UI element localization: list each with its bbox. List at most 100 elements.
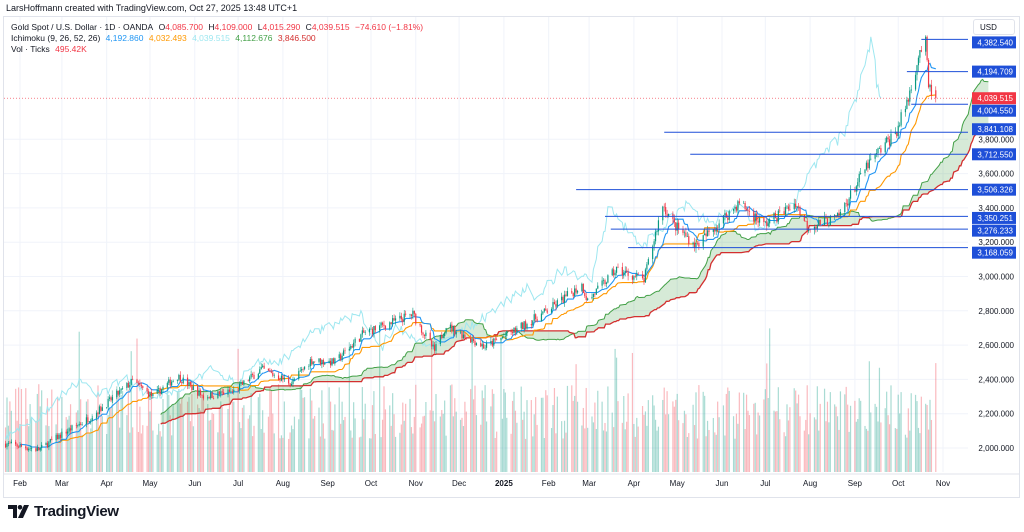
volume-bar <box>363 419 365 472</box>
candle-body <box>836 212 839 216</box>
volume-bar <box>142 425 144 472</box>
volume-bar <box>273 433 275 472</box>
volume-bar <box>420 423 423 472</box>
volume-bar <box>108 407 111 472</box>
candle-body <box>574 288 576 297</box>
candle-body <box>301 369 303 371</box>
candle-body <box>210 392 212 399</box>
volume-bar <box>149 411 151 472</box>
candle-body <box>725 213 727 218</box>
volume-bar <box>464 401 466 472</box>
candle-body <box>459 331 462 333</box>
volume-bar <box>535 397 537 472</box>
volume-bar <box>787 420 790 472</box>
volume-bar <box>847 404 849 472</box>
volume-bar <box>860 400 862 472</box>
level-price-label: 3,168.059 <box>977 249 1013 258</box>
candle-body <box>146 387 148 392</box>
volume-bar <box>241 407 244 472</box>
candle-body <box>526 324 528 329</box>
volume-bar <box>454 398 456 472</box>
volume-bar <box>614 348 616 472</box>
volume-bar <box>470 389 472 472</box>
candle-body <box>696 242 699 244</box>
volume-bar <box>137 431 140 472</box>
volume-bar <box>353 402 355 472</box>
volume-bar <box>686 436 688 472</box>
volume-bar <box>930 419 933 472</box>
candle-body <box>874 154 876 159</box>
volume-legend[interactable]: Vol · Ticks 495.42K <box>11 44 426 55</box>
candle-body <box>886 137 888 143</box>
symbol-legend[interactable]: Gold Spot / U.S. Dollar · 1D · OANDA O4,… <box>11 22 426 33</box>
candle-body <box>269 370 271 372</box>
candle-body <box>747 209 749 212</box>
volume-bar <box>678 420 680 472</box>
volume-bar <box>880 422 882 472</box>
candle-body <box>260 366 262 370</box>
volume-bar <box>85 401 88 472</box>
close-value: 4,039.515 <box>311 22 350 32</box>
candle-body <box>208 397 210 399</box>
candle-body <box>605 282 608 285</box>
volume-bar <box>220 401 222 472</box>
volume-bar <box>237 348 239 472</box>
candle-body <box>318 358 320 362</box>
candle-body <box>328 360 330 364</box>
volume-bar <box>546 395 548 472</box>
currency-button[interactable]: USD <box>973 19 1015 35</box>
volume-bar <box>238 422 241 472</box>
volume-bar <box>839 391 842 472</box>
volume-bar <box>797 394 800 472</box>
volume-bar <box>574 395 576 472</box>
volume-bar <box>29 404 31 472</box>
candle-body <box>484 347 486 349</box>
candle-body <box>522 322 524 330</box>
volume-bar <box>581 425 583 472</box>
candle-body <box>575 288 577 293</box>
candle-body <box>556 300 558 307</box>
volume-bar <box>617 401 619 472</box>
tradingview-logo[interactable]: TradingView <box>8 503 119 520</box>
candle-body <box>623 272 625 276</box>
volume-bar <box>182 413 184 472</box>
candle-body <box>734 207 736 209</box>
candle-body <box>688 236 690 245</box>
candle-body <box>626 270 628 272</box>
candle-body <box>58 434 60 440</box>
level-price-label: 3,712.550 <box>977 150 1013 159</box>
candle-body <box>189 382 192 385</box>
candle-body <box>384 326 387 329</box>
volume-bar <box>371 405 374 472</box>
volume-bar <box>571 385 573 472</box>
candle-body <box>126 383 128 389</box>
candle-body <box>179 374 181 383</box>
candle-body <box>754 213 756 222</box>
volume-bar <box>900 392 902 472</box>
candle-body <box>140 384 142 387</box>
candle-body <box>98 406 101 415</box>
volume-bar <box>808 434 810 472</box>
volume-bar <box>887 415 889 472</box>
candle-body <box>137 382 140 384</box>
candle-body <box>350 346 352 349</box>
volume-bar <box>491 389 493 472</box>
candle-body <box>110 397 112 401</box>
volume-bar <box>819 403 821 472</box>
volume-bar <box>605 431 608 472</box>
candle-body <box>727 217 729 220</box>
last-price-label: 4,039.515 <box>977 94 1013 103</box>
candle-body <box>412 310 414 316</box>
candle-body <box>667 213 670 217</box>
volume-bar <box>100 403 102 472</box>
candle-body <box>360 334 362 342</box>
candle-body <box>514 327 517 333</box>
level-price-tag <box>972 246 1016 259</box>
volume-bar <box>368 438 371 472</box>
candle-body <box>875 153 878 155</box>
span-a-value: 4,112.676 <box>235 33 273 43</box>
volume-bar <box>621 422 623 472</box>
ichimoku-legend[interactable]: Ichimoku (9, 26, 52, 26) 4,192.860 4,032… <box>11 33 426 44</box>
level-price-tag <box>972 65 1016 78</box>
